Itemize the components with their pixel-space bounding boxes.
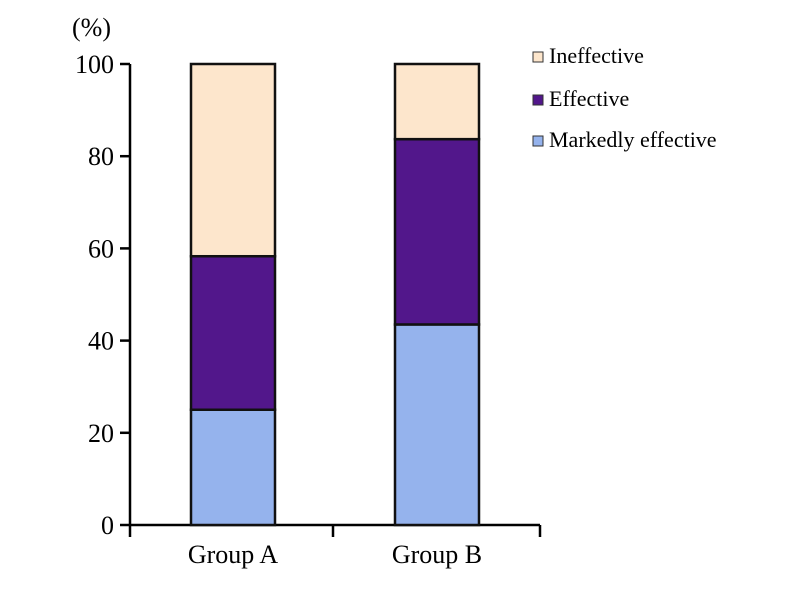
y-tick-label: 80 <box>88 142 114 171</box>
y-tick-label: 60 <box>88 234 114 263</box>
bar-segment-markedly-effective <box>189 408 277 527</box>
x-category-label: Group B <box>392 540 482 569</box>
legend: Ineffective Effective Markedly effective <box>532 43 717 152</box>
x-ticks: Group A Group B <box>128 525 542 569</box>
bar-segment-effective <box>393 137 481 326</box>
y-tick-label: 20 <box>88 419 114 448</box>
y-tick-label: 0 <box>101 511 114 540</box>
bar-segment-effective <box>189 254 277 411</box>
legend-swatch <box>532 51 544 63</box>
x-category-label: Group A <box>188 540 279 569</box>
legend-swatch <box>532 135 544 147</box>
legend-swatch <box>532 94 544 106</box>
y-ticks: 0 20 40 60 80 100 <box>75 50 130 540</box>
y-axis-unit-label: (%) <box>72 13 111 42</box>
y-tick-label: 40 <box>88 327 114 356</box>
bar-segment-ineffective <box>189 62 277 258</box>
legend-label: Ineffective <box>549 43 644 68</box>
bars <box>189 62 481 527</box>
legend-label: Effective <box>549 86 629 111</box>
bar-segment-markedly-effective <box>393 323 481 527</box>
y-tick-label: 100 <box>75 50 114 79</box>
bar-segment-ineffective <box>393 62 481 141</box>
legend-label: Markedly effective <box>549 127 717 152</box>
